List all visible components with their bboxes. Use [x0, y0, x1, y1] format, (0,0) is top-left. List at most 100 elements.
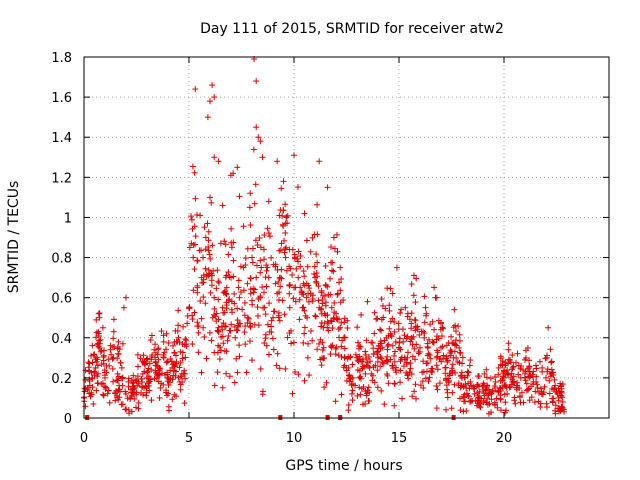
data-point — [331, 309, 338, 316]
data-point — [315, 283, 322, 290]
data-point — [387, 285, 394, 292]
data-point — [461, 391, 468, 398]
data-point — [224, 337, 231, 344]
data-point — [444, 389, 451, 396]
data-point — [181, 341, 188, 348]
data-point — [223, 305, 230, 312]
data-point — [495, 371, 502, 378]
data-point — [179, 378, 186, 385]
data-point — [237, 289, 244, 296]
data-point — [384, 343, 391, 350]
x-axis-label: GPS time / hours — [285, 458, 402, 474]
data-point — [145, 373, 152, 380]
data-point — [373, 316, 380, 323]
data-point — [223, 348, 230, 355]
data-point — [466, 385, 473, 392]
data-point — [552, 402, 559, 409]
data-point — [194, 319, 201, 326]
data-point — [516, 394, 523, 401]
data-point — [395, 320, 402, 327]
data-point — [134, 351, 141, 358]
data-point — [244, 245, 251, 252]
data-point — [370, 345, 377, 352]
data-point — [357, 375, 364, 382]
data-point — [558, 385, 565, 392]
data-point — [515, 371, 522, 378]
data-point — [415, 349, 422, 356]
data-point — [103, 362, 110, 369]
data-point — [123, 294, 129, 301]
data-point — [458, 382, 465, 389]
data-point — [157, 366, 164, 373]
data-point — [348, 390, 355, 397]
data-point — [118, 401, 125, 408]
data-point — [118, 364, 125, 371]
data-point — [105, 387, 112, 394]
data-point — [336, 279, 343, 286]
data-point — [447, 347, 454, 354]
data-point — [236, 342, 243, 349]
data-point — [365, 398, 372, 405]
data-point — [407, 365, 414, 372]
data-point — [211, 154, 218, 161]
data-point — [289, 271, 296, 278]
data-point — [226, 373, 233, 380]
data-point — [148, 366, 155, 373]
data-point — [444, 357, 451, 364]
data-point — [194, 282, 201, 289]
data-point — [126, 410, 133, 417]
data-point — [386, 325, 393, 332]
data-point — [162, 372, 169, 379]
data-point — [363, 337, 370, 344]
data-point — [497, 407, 504, 414]
data-point — [464, 390, 471, 397]
data-point — [419, 378, 426, 385]
data-point — [281, 249, 288, 256]
data-point — [458, 372, 465, 379]
data-point — [199, 279, 206, 286]
data-point — [535, 398, 542, 405]
data-point — [192, 86, 199, 93]
data-point — [257, 138, 264, 145]
data-point — [332, 345, 339, 352]
data-point — [109, 365, 116, 372]
data-point — [391, 352, 398, 359]
data-point — [492, 373, 499, 380]
data-point — [341, 345, 348, 352]
data-point — [509, 364, 516, 371]
data-point — [502, 362, 509, 369]
data-point — [94, 380, 101, 387]
data-point — [322, 299, 329, 306]
data-point — [413, 395, 420, 402]
data-point — [274, 158, 281, 165]
data-point — [488, 396, 495, 403]
x-tick-label: 15 — [391, 431, 408, 446]
data-point — [412, 356, 419, 363]
data-point — [101, 352, 108, 359]
data-point — [253, 274, 260, 281]
data-point — [175, 334, 182, 341]
data-point — [555, 397, 562, 404]
data-point — [148, 332, 155, 339]
data-point — [227, 327, 234, 334]
data-point — [316, 340, 323, 347]
data-point — [283, 244, 290, 251]
data-point — [313, 251, 320, 258]
data-point — [312, 312, 319, 319]
data-point — [403, 335, 410, 342]
data-point — [287, 265, 294, 272]
data-point — [422, 312, 429, 319]
data-point — [307, 328, 314, 335]
data-point — [499, 377, 506, 384]
data-point — [206, 329, 213, 336]
data-point — [256, 234, 263, 241]
data-point — [399, 395, 406, 402]
data-point — [518, 389, 525, 396]
axis-ticks: 0 0.2 0.4 0.6 0.8 1 1.2 1.4 1.6 1.8 0 5 10 15 20 — [51, 51, 609, 446]
data-point — [425, 378, 432, 385]
data-point — [205, 237, 212, 244]
data-point — [239, 306, 246, 313]
data-point — [437, 326, 444, 333]
data-point — [311, 270, 318, 277]
data-point — [144, 355, 151, 362]
